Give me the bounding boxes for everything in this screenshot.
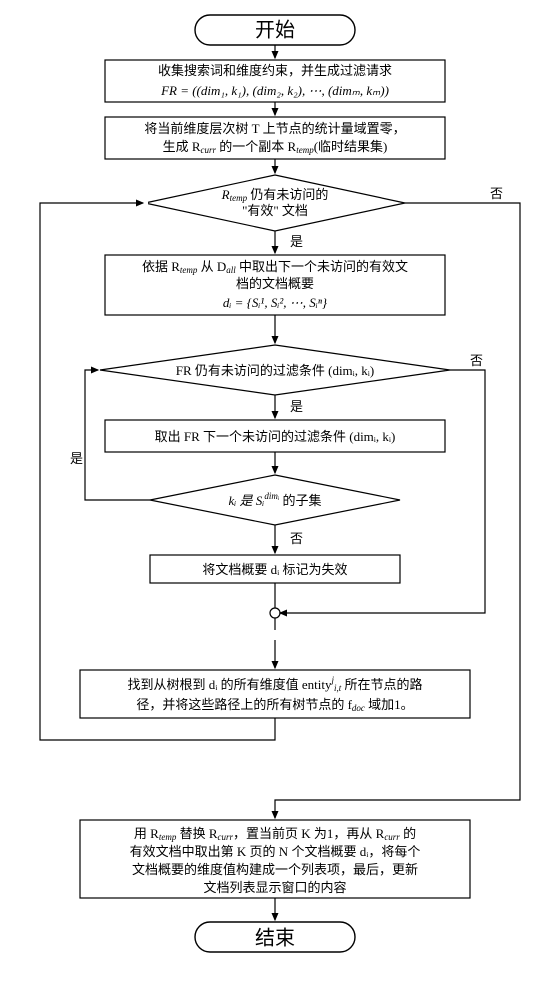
box-reset: 将当前维度层次树 T 上节点的统计量域置零， 生成 Rcurr 的一个副本 Rt…: [105, 117, 445, 159]
box-get-doc: 依据 Rtemp 从 Dall 中取出下一个未访问的有效文 档的文档概要 dᵢ …: [105, 255, 445, 315]
svg-text:用 Rtemp 替换 Rcurr，置当前页 K 为1，再从: 用 Rtemp 替换 Rcurr，置当前页 K 为1，再从 Rcurr 的: [134, 826, 416, 842]
decision-rtemp-valid: Rtemp 仍有未访问的 "有效" 文档: [145, 175, 405, 231]
no-label-1: 否: [490, 186, 503, 201]
end-label: 结束: [255, 927, 295, 950]
svg-text:FR = ((dim₁, k₁), (dim₂, k₂),: FR = ((dim₁, k₁), (dim₂, k₂), ⋯, (dimₘ, …: [160, 83, 389, 98]
svg-text:有效文档中取出第 K 页的 N 个文档概要 dᵢ，将每个: 有效文档中取出第 K 页的 N 个文档概要 dᵢ，将每个: [130, 844, 421, 859]
no-label-3: 否: [290, 531, 303, 546]
yes-label-3: 是: [70, 451, 83, 466]
svg-text:将文档概要 dᵢ 标记为失效: 将文档概要 dᵢ 标记为失效: [202, 562, 347, 577]
svg-text:收集搜索词和维度约束，并生成过滤请求: 收集搜索词和维度约束，并生成过滤请求: [158, 63, 392, 78]
svg-text:dᵢ = {Sᵢ¹, Sᵢ², ⋯, Sᵢⁿ}: dᵢ = {Sᵢ¹, Sᵢ², ⋯, Sᵢⁿ}: [223, 295, 328, 310]
svg-text:文档概要的维度值构建成一个列表项，最后，更新: 文档概要的维度值构建成一个列表项，最后，更新: [132, 862, 418, 877]
box-next-filter: 取出 FR 下一个未访问的过滤条件 (dimᵢ, kᵢ): [105, 420, 445, 452]
decision-fr-unvisited: FR 仍有未访问的过滤条件 (dimᵢ, kᵢ): [100, 345, 450, 395]
svg-text:"有效" 文档: "有效" 文档: [242, 203, 308, 218]
svg-text:生成 Rcurr 的一个副本 Rtemp(临时结果集): 生成 Rcurr 的一个副本 Rtemp(临时结果集): [163, 139, 388, 155]
end-terminal: 结束: [195, 922, 355, 952]
yes-label-1: 是: [290, 234, 303, 249]
box-final-update: 用 Rtemp 替换 Rcurr，置当前页 K 为1，再从 Rcurr 的 有效…: [80, 820, 470, 898]
no-label-2: 否: [470, 353, 483, 368]
yes-label-2: 是: [290, 399, 303, 414]
svg-text:找到从树根到 dᵢ 的所有维度值 entityji,t 所在: 找到从树根到 dᵢ 的所有维度值 entityji,t 所在节点的路: [127, 675, 422, 693]
svg-text:文档列表显示窗口的内容: 文档列表显示窗口的内容: [203, 880, 346, 895]
start-terminal: 开始: [195, 15, 355, 45]
svg-text:径，并将这些路径上的所有树节点的 fdoc 域加1。: 径，并将这些路径上的所有树节点的 fdoc 域加1。: [136, 697, 413, 713]
box-collect: 收集搜索词和维度约束，并生成过滤请求 FR = ((dim₁, k₁), (di…: [105, 60, 445, 102]
flowchart-diagram: 开始 收集搜索词和维度约束，并生成过滤请求 FR = ((dim₁, k₁), …: [10, 10, 543, 990]
box-invalidate: 将文档概要 dᵢ 标记为失效: [150, 555, 400, 583]
svg-text:档的文档概要: 档的文档概要: [236, 276, 314, 291]
box-update-tree: 找到从树根到 dᵢ 的所有维度值 entityji,t 所在节点的路 径，并将这…: [80, 670, 470, 718]
svg-text:将当前维度层次树 T 上节点的统计量域置零，: 将当前维度层次树 T 上节点的统计量域置零，: [144, 121, 405, 136]
connector-circle: [270, 608, 280, 618]
svg-text:FR 仍有未访问的过滤条件 (dimᵢ, kᵢ): FR 仍有未访问的过滤条件 (dimᵢ, kᵢ): [176, 363, 375, 378]
decision-ki-subset: kᵢ 是 Sᵢdimᵢ 的子集: [150, 475, 400, 525]
start-label: 开始: [255, 19, 295, 42]
svg-text:取出 FR 下一个未访问的过滤条件 (dimᵢ, kᵢ): 取出 FR 下一个未访问的过滤条件 (dimᵢ, kᵢ): [155, 429, 396, 444]
